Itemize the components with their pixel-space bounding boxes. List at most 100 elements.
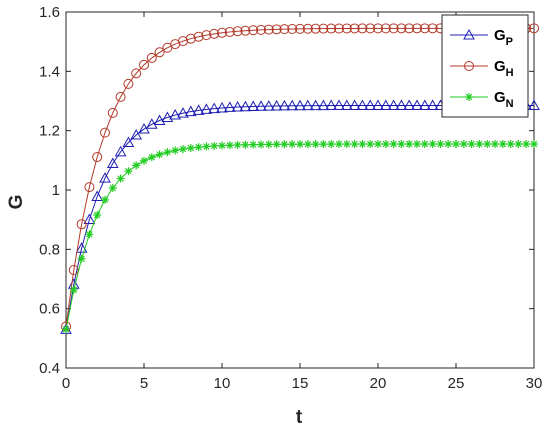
data-point <box>373 23 383 34</box>
data-point <box>107 107 118 118</box>
data-point <box>257 140 265 149</box>
data-point <box>452 140 460 149</box>
data-point <box>247 100 260 111</box>
data-point <box>208 102 221 114</box>
data-point <box>333 99 345 111</box>
data-point <box>349 23 360 34</box>
data-point <box>171 146 180 155</box>
data-point <box>427 23 438 34</box>
data-point <box>403 99 416 110</box>
data-point <box>334 23 344 34</box>
data-point <box>491 140 499 149</box>
data-point <box>475 140 484 149</box>
data-point <box>288 140 297 149</box>
data-point <box>201 30 212 41</box>
data-point <box>93 211 102 220</box>
data-point <box>101 195 109 204</box>
data-point <box>426 99 439 110</box>
data-point <box>506 140 515 149</box>
data-point <box>436 140 445 149</box>
data-point <box>115 91 126 102</box>
y-tick-label: 1.6 <box>39 4 60 21</box>
data-point <box>310 23 321 34</box>
data-point <box>404 23 415 34</box>
data-point <box>528 99 540 110</box>
data-point <box>327 140 336 149</box>
data-point <box>116 174 125 183</box>
data-point <box>419 23 430 34</box>
data-point <box>270 99 283 111</box>
y-tick-label: 1 <box>52 182 60 199</box>
data-point <box>123 78 134 89</box>
data-point <box>529 23 539 34</box>
data-point <box>317 99 330 111</box>
data-point <box>146 52 157 63</box>
data-point <box>459 140 468 149</box>
data-point <box>428 140 437 149</box>
data-point <box>342 140 351 149</box>
data-point <box>263 24 274 35</box>
data-point <box>325 99 338 111</box>
data-point <box>364 99 377 110</box>
x-tick-label: 20 <box>370 375 387 392</box>
data-point <box>295 23 305 34</box>
data-point <box>77 254 86 263</box>
data-point <box>193 31 204 42</box>
data-point <box>114 145 127 157</box>
x-tick-label: 15 <box>292 375 309 392</box>
data-point <box>380 23 391 34</box>
data-point <box>302 23 313 34</box>
data-point <box>249 140 258 149</box>
data-point <box>155 150 164 159</box>
data-point <box>264 140 273 149</box>
data-point <box>62 325 70 334</box>
data-point <box>271 24 282 35</box>
data-point <box>418 99 431 110</box>
data-point <box>69 285 78 294</box>
data-point <box>278 99 291 111</box>
data-point <box>279 24 290 35</box>
data-point <box>396 23 407 34</box>
data-point <box>498 140 507 149</box>
data-point <box>303 140 312 149</box>
data-point <box>75 242 88 253</box>
data-point <box>241 140 250 149</box>
data-point <box>413 140 421 149</box>
data-point <box>92 152 103 163</box>
data-point <box>216 101 228 113</box>
axis-ticks: 0 5 10 15 20 25 30 0.4 0.6 0.8 1 1.2 1.4 1.6 <box>39 4 542 392</box>
data-point <box>465 93 473 101</box>
data-point <box>147 153 156 162</box>
data-point <box>177 107 189 118</box>
data-point <box>286 99 299 111</box>
data-point <box>161 111 174 122</box>
x-tick-label: 30 <box>526 375 543 392</box>
y-axis-label: G <box>6 195 27 210</box>
y-tick-label: 1.4 <box>39 63 60 80</box>
data-point <box>233 140 242 149</box>
data-point <box>163 148 172 157</box>
data-point <box>169 109 182 120</box>
data-point <box>388 23 399 34</box>
data-point <box>296 140 304 149</box>
data-point <box>124 167 133 176</box>
x-tick-label: 5 <box>140 375 148 392</box>
data-point <box>381 140 390 149</box>
data-point <box>311 140 320 149</box>
data-point <box>379 99 392 110</box>
data-point <box>210 141 219 150</box>
data-point <box>464 61 474 71</box>
data-point <box>99 172 111 183</box>
data-point <box>145 118 158 129</box>
data-point <box>272 140 281 149</box>
data-point <box>200 103 213 114</box>
data-point <box>522 140 531 149</box>
data-point <box>262 100 275 111</box>
data-point <box>326 23 337 34</box>
x-tick-label: 25 <box>448 375 465 392</box>
data-point <box>483 140 492 149</box>
data-point <box>209 28 220 39</box>
data-point <box>374 140 382 149</box>
